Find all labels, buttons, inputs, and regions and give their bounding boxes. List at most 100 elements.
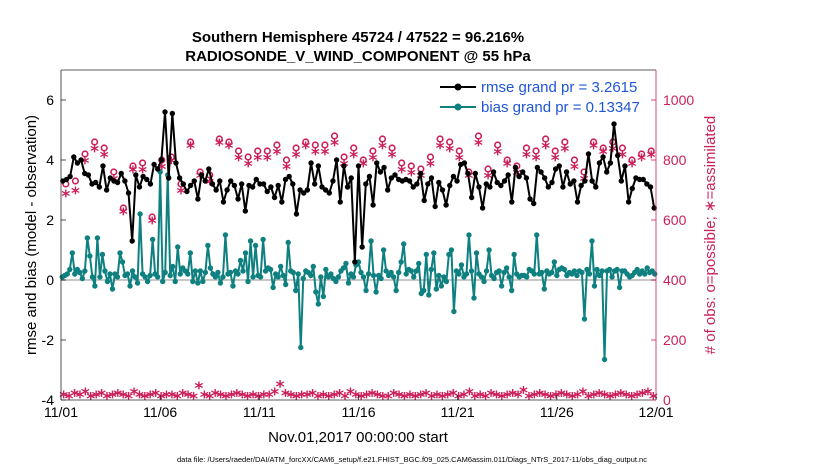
rmse-point <box>165 175 172 181</box>
rmse-point <box>585 151 592 157</box>
bias-point <box>506 274 512 280</box>
bias-point <box>282 281 289 288</box>
obs-assimilated-marker: * <box>100 148 109 168</box>
obs-possible-marker <box>215 135 223 143</box>
bias-point <box>511 251 517 258</box>
rmse-point <box>122 178 128 184</box>
obs-possible-marker <box>407 162 415 170</box>
bias-point <box>154 274 161 280</box>
bias-point <box>137 211 143 217</box>
obs-assimilated-marker: * <box>530 388 539 408</box>
bias-point <box>614 266 620 273</box>
rmse-point <box>264 188 270 195</box>
obs-assimilated-marker: * <box>643 385 652 405</box>
left-tick-label: -4 <box>42 392 55 408</box>
bias-point <box>534 232 540 238</box>
obs-assimilated-marker: * <box>124 390 133 410</box>
bias-point <box>207 265 214 271</box>
obs-assimilated-marker: * <box>541 388 550 408</box>
rmse-point <box>523 175 530 181</box>
bias-point <box>195 280 201 286</box>
bias-point <box>72 271 78 277</box>
obs-assimilated-marker: * <box>589 139 598 159</box>
obs-assimilated-marker: * <box>215 136 224 156</box>
rmse-point <box>322 187 329 193</box>
obs-assimilated-marker: * <box>346 385 355 405</box>
obs-possible-marker <box>426 153 435 161</box>
bias-point <box>252 242 259 249</box>
obs-assimilated-marker: * <box>400 390 409 410</box>
obs-assimilated-marker: * <box>484 169 493 189</box>
obs-assimilated-marker: * <box>349 148 358 168</box>
bias-point <box>328 271 334 277</box>
rmse-point <box>505 172 511 178</box>
bias-point <box>277 263 284 270</box>
bias-point <box>147 272 153 279</box>
obs-possible-marker <box>551 147 559 155</box>
bias-point <box>431 250 437 256</box>
rmse-point <box>224 187 230 193</box>
obs-assimilated-marker: * <box>497 390 506 410</box>
rmse-point <box>140 173 146 180</box>
obs-assimilated-marker: * <box>368 151 377 171</box>
rmse-point <box>268 184 274 190</box>
obs-assimilated-marker: * <box>216 388 225 408</box>
bias-point <box>408 268 414 274</box>
obs-possible-marker <box>119 204 127 212</box>
bias-point <box>373 289 379 295</box>
obs-assimilated-marker: * <box>70 387 79 407</box>
rmse-point <box>147 181 154 187</box>
rmse-point <box>618 178 625 184</box>
rmse-point <box>377 169 384 175</box>
bias-point <box>601 356 608 363</box>
plot-area <box>61 70 656 400</box>
obs-assimilated-marker: * <box>351 388 360 408</box>
obs-assimilated-marker: * <box>200 388 209 408</box>
bias-point <box>167 272 173 279</box>
obs-assimilated-marker: * <box>492 388 501 408</box>
bias-point <box>421 287 427 294</box>
rmse-series-layer <box>60 109 657 265</box>
obs-count-layer: * *** *** ****** ** ** * * * *** * * * ** * ** ** * *** * **… <box>59 132 658 410</box>
rmse-point <box>512 164 519 171</box>
obs-assimilated-marker: * <box>119 388 128 408</box>
obs-assimilated-marker: * <box>532 151 541 171</box>
obs-assimilated-marker: * <box>362 388 371 408</box>
bias-point <box>368 238 374 244</box>
rmse-point <box>614 152 621 159</box>
bias-point <box>634 266 640 273</box>
bias-point <box>142 274 148 280</box>
rmse-point <box>622 163 628 169</box>
rmse-point <box>363 181 369 187</box>
rmse-point <box>509 199 515 205</box>
obs-assimilated-marker: * <box>422 387 431 407</box>
bias-point <box>478 274 485 280</box>
bias-point <box>308 272 314 279</box>
obs-possible-marker <box>311 141 319 149</box>
rmse-point <box>118 170 124 177</box>
rmse-point <box>574 199 581 205</box>
rmse-point <box>472 170 479 177</box>
obs-assimilated-marker: * <box>254 390 263 410</box>
rmse-point <box>206 166 212 172</box>
obs-assimilated-marker: * <box>86 390 95 410</box>
bias-point <box>609 274 615 280</box>
bias-point <box>508 287 515 294</box>
obs-assimilated-marker: * <box>162 388 171 408</box>
bias-point <box>416 260 422 267</box>
bias-point <box>591 283 598 289</box>
obs-assimilated-marker: * <box>75 388 84 408</box>
obs-assimilated-marker: * <box>303 388 312 408</box>
obs-assimilated-marker: * <box>263 151 272 171</box>
obs-possible-marker <box>388 144 396 152</box>
obs-assimilated-marker: * <box>357 390 366 410</box>
rmse-point <box>136 184 143 190</box>
legend-box <box>433 74 651 118</box>
rmse-point <box>180 181 186 187</box>
bias-point <box>119 259 126 265</box>
obs-assimilated-marker: * <box>395 388 404 408</box>
obs-assimilated-marker: * <box>81 385 90 405</box>
rmse-point <box>516 173 522 180</box>
bias-point <box>79 275 86 282</box>
